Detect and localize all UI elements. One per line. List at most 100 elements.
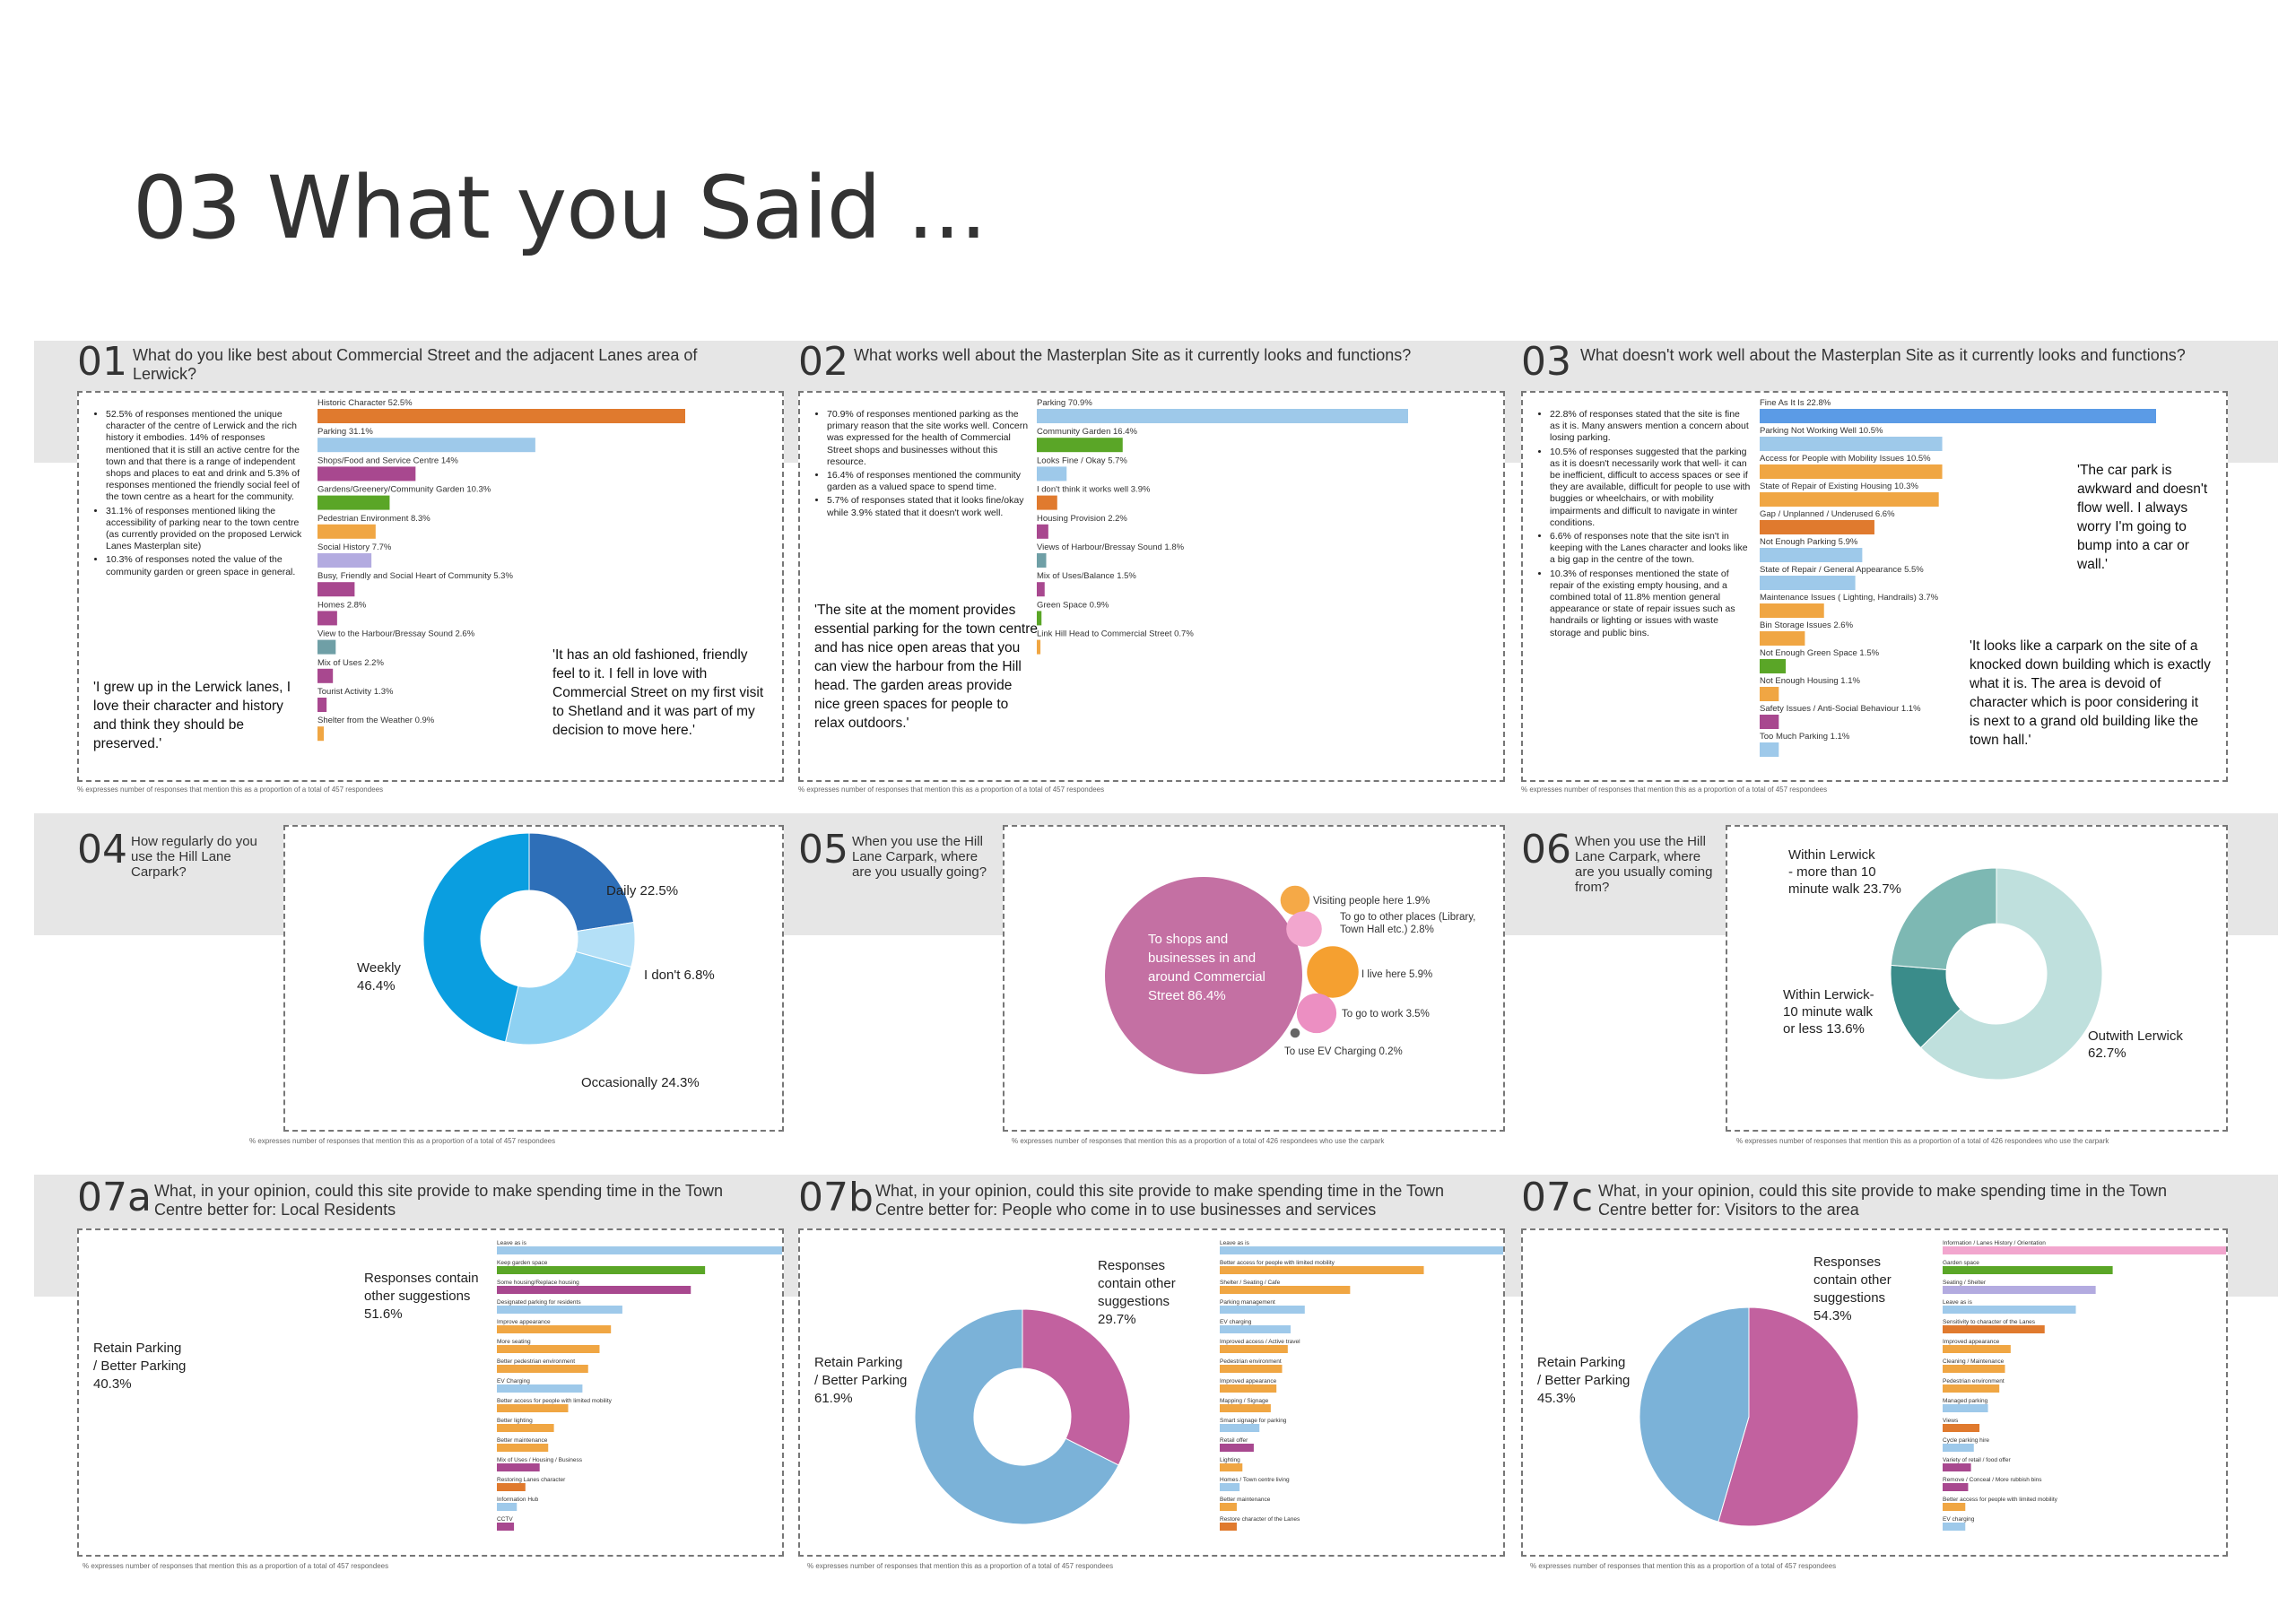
bar-label: EV charging — [1220, 1319, 1252, 1325]
bar — [1220, 1424, 1260, 1432]
bar — [1760, 742, 1779, 757]
bar — [1220, 1523, 1237, 1531]
bar — [1943, 1463, 1971, 1471]
q06-footnote: % expresses number of responses that men… — [1736, 1137, 2109, 1145]
bar-label: Not Enough Housing 1.1% — [1760, 676, 1861, 686]
bar — [1760, 520, 1874, 534]
bar — [497, 1286, 691, 1294]
bar — [317, 466, 416, 482]
pie-slice — [914, 1308, 1119, 1525]
q03-bullet: 10.3% of responses mentioned the state o… — [1550, 568, 1751, 639]
bar-label: Looks Fine / Okay 5.7% — [1037, 456, 1127, 465]
bar — [1220, 1503, 1237, 1511]
bar-label: Maintenance Issues ( Lighting, Handrails… — [1760, 593, 1939, 603]
bar — [1037, 495, 1057, 510]
bar-label: Mix of Uses / Housing / Business — [497, 1457, 583, 1463]
bar — [317, 409, 685, 423]
bubble-label: To shops and businesses in and around Comm… — [1148, 932, 1265, 1003]
bar-label: I don't think it works well 3.9% — [1037, 485, 1151, 495]
bar — [497, 1503, 517, 1511]
q01-bullet: 52.5% of responses mentioned the unique … — [106, 409, 303, 504]
bar-label: Shops/Food and Service Centre 14% — [317, 456, 458, 465]
bar — [497, 1424, 554, 1432]
q05-bubble-chart: To shops and businesses in and around Comm… — [1105, 877, 1475, 1074]
bar — [1220, 1384, 1277, 1393]
bar — [497, 1306, 622, 1314]
bar-label: Cycle parking hire — [1943, 1437, 1989, 1444]
q07a-chart: Responses contain other suggestions 51.6% R… — [93, 1240, 782, 1531]
bar — [1760, 659, 1787, 673]
bar — [497, 1345, 600, 1353]
bar-label: Parking 70.9% — [1037, 398, 1092, 408]
bar — [497, 1266, 706, 1274]
q06-question: When you use the Hill Lane Carpark, wher… — [1575, 834, 1713, 895]
q02-bullet: 5.7% of responses stated that it looks f… — [827, 495, 1033, 518]
bar — [1037, 639, 1041, 655]
bar-label: Improve appearance — [497, 1319, 551, 1325]
bar-label: Improved appearance — [1220, 1378, 1277, 1384]
bubble-label: To go to other places (Library, Town Hall… — [1340, 912, 1475, 935]
q07a-question: What, in your opinion, could this site p… — [154, 1182, 724, 1219]
bar — [317, 438, 535, 453]
bar — [497, 1523, 515, 1531]
bar — [317, 524, 376, 539]
page-title: 03 What you Said ... — [133, 158, 987, 258]
bar — [1220, 1306, 1305, 1314]
bar-label: Designated parking for residents — [497, 1299, 581, 1306]
pie-label: Within Lerwick-10 minute walk or less 13.… — [1783, 987, 1874, 1037]
bubble — [1290, 1028, 1300, 1038]
bar — [317, 553, 372, 568]
bar-label: Mix of Uses/Balance 1.5% — [1037, 571, 1136, 581]
bar — [1037, 553, 1047, 568]
bubble-label: To go to work 3.5% — [1342, 1009, 1430, 1020]
bar — [317, 495, 390, 510]
bar-label: Busy, Friendly and Social Heart of Commu… — [317, 571, 513, 581]
pie-label: Responses contain other suggestions 54.3% — [1813, 1254, 1892, 1324]
q07b-number: 07b — [798, 1175, 874, 1220]
bar-label: View to the Harbour/Bressay Sound 2.6% — [317, 629, 475, 639]
bar-label: Leave as is — [1943, 1299, 1973, 1306]
bar — [497, 1384, 583, 1393]
bar — [1220, 1483, 1240, 1491]
bubble — [1307, 946, 1359, 998]
bar-label: Parking 31.1% — [317, 427, 373, 437]
bar — [1760, 437, 1943, 451]
q04-question: How regularly do you use the Hill Lane C… — [131, 834, 257, 880]
q01-bullets: 52.5% of responses mentioned the unique … — [91, 409, 303, 580]
q02-number: 02 — [798, 339, 848, 385]
bar-label: Leave as is — [497, 1240, 527, 1246]
q05-panel: To shops and businesses in and around Comm… — [1003, 825, 1505, 1132]
bar — [497, 1404, 569, 1412]
q07b-chart: Responses contain other suggestions 29.7% Re… — [814, 1240, 1503, 1531]
q06-donut-chart: Outwith Lerwick 62.7% Within Lerwick-10 mi… — [1783, 847, 2183, 1081]
bar — [1220, 1266, 1424, 1274]
bar-label: Restoring Lanes character — [497, 1477, 566, 1483]
bar-label: Better access for people with limited mo… — [497, 1398, 613, 1404]
q01-number: 01 — [77, 339, 127, 385]
bar — [1760, 409, 2156, 423]
bubble-label: I live here 5.9% — [1361, 969, 1432, 980]
pie-slice — [1022, 1308, 1131, 1466]
q04-number: 04 — [77, 827, 127, 872]
bar-label: Historic Character 52.5% — [317, 398, 413, 408]
bar-label: Tourist Activity 1.3% — [317, 687, 394, 697]
bar-label: State of Repair / General Appearance 5.5… — [1760, 565, 1924, 575]
bar-label: Better pedestrian environment — [497, 1358, 575, 1365]
pie-label: I don't 6.8% — [644, 968, 715, 983]
q01-bar-chart: Historic Character 52.5% Parking 31.1% Sho… — [317, 398, 685, 742]
bar-label: Retail offer — [1220, 1437, 1248, 1444]
bar-label: Improved appearance — [1943, 1339, 2000, 1345]
q07c-panel: Responses contain other suggestions 54.3% Re… — [1521, 1228, 2228, 1557]
bar — [1037, 466, 1067, 482]
bar-label: Some housing/Replace housing — [497, 1280, 579, 1286]
bar-label: Information / Lanes History / Orientatio… — [1943, 1240, 2046, 1246]
pie-label: Retain Parking / Better Parking 61.9% — [814, 1355, 907, 1406]
bar-label: Social History 7.7% — [317, 542, 392, 552]
bar — [1220, 1463, 1243, 1471]
q02-question: What works well about the Masterplan Sit… — [854, 346, 1412, 364]
bar-label: Green Space 0.9% — [1037, 600, 1109, 610]
bar-label: Better lighting — [497, 1418, 533, 1424]
bar — [1760, 687, 1779, 701]
pie-label: Weekly 46.4% — [357, 960, 401, 994]
pie-slice — [1718, 1306, 1859, 1527]
